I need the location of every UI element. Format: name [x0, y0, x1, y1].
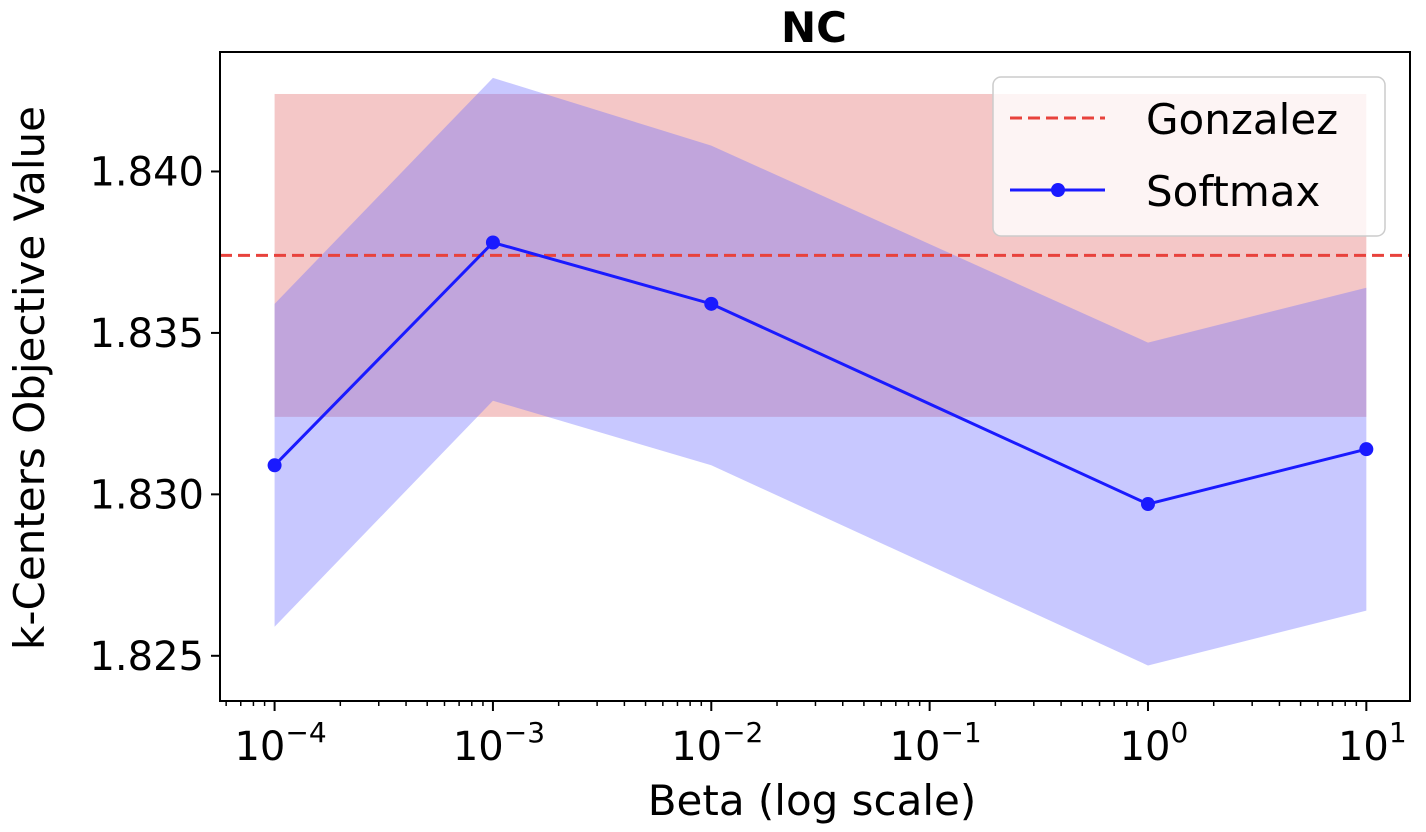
x-tick-label: 10−4 — [234, 716, 326, 770]
x-tick-base: 10 — [1338, 724, 1389, 770]
x-tick-exponent: −1 — [940, 716, 981, 749]
legend: Gonzalez Softmax — [992, 76, 1386, 237]
y-tick-label: 1.825 — [89, 634, 204, 680]
y-tick-label: 1.835 — [89, 311, 204, 357]
x-tick-base: 10 — [890, 724, 941, 770]
y-tick-label: 1.830 — [89, 472, 204, 518]
legend-softmax-marker — [1051, 183, 1065, 197]
x-tick-exponent: −2 — [722, 716, 763, 749]
x-tick-base: 10 — [234, 724, 285, 770]
x-tick-label: 10−2 — [671, 716, 763, 770]
chart-title: NC — [781, 3, 847, 52]
x-tick-exponent: −3 — [504, 716, 545, 749]
x-tick-label: 10−1 — [890, 716, 982, 770]
x-tick-base: 10 — [1120, 724, 1171, 770]
x-axis: 10−4 10−3 10−2 10−1 100 101 — [225, 701, 1407, 770]
softmax-point — [267, 458, 282, 473]
x-tick-exponent: −4 — [285, 716, 326, 749]
x-tick-label: 101 — [1338, 716, 1407, 770]
x-tick-exponent: 0 — [1171, 716, 1189, 749]
y-axis: 1.825 1.830 1.835 1.840 — [89, 149, 220, 680]
softmax-point — [704, 296, 719, 311]
x-tick-exponent: 1 — [1389, 716, 1407, 749]
x-tick-base: 10 — [453, 724, 504, 770]
y-tick-label: 1.840 — [89, 149, 204, 195]
softmax-point — [1140, 497, 1155, 512]
x-tick-label: 100 — [1120, 716, 1189, 770]
legend-softmax-label: Softmax — [1146, 167, 1320, 216]
legend-gonzalez-label: Gonzalez — [1146, 95, 1338, 144]
x-tick-base: 10 — [671, 724, 722, 770]
softmax-point — [1359, 442, 1374, 457]
softmax-point — [485, 235, 500, 250]
x-tick-label: 10−3 — [453, 716, 545, 770]
softmax-band — [274, 77, 1367, 666]
x-axis-label: Beta (log scale) — [648, 776, 977, 825]
y-axis-label: k-Centers Objective Value — [5, 106, 54, 650]
